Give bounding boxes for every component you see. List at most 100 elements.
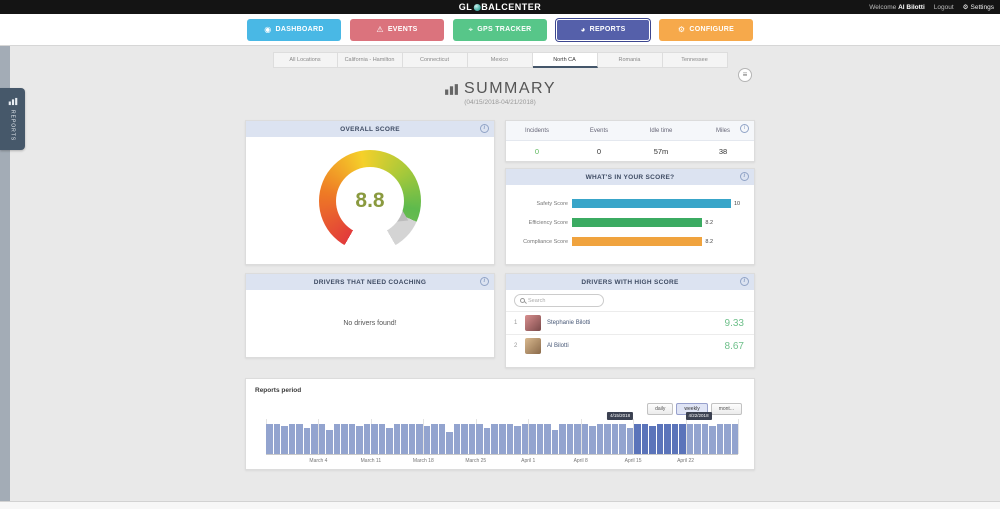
- search-input[interactable]: [528, 297, 598, 304]
- timeline-bar[interactable]: [641, 424, 649, 454]
- search-box[interactable]: [514, 294, 604, 307]
- timeline-bar[interactable]: [724, 424, 731, 454]
- tab-california-hamilton[interactable]: California - Hamilton: [337, 52, 403, 68]
- timeline-bar[interactable]: [363, 424, 371, 454]
- timeline-bar[interactable]: [611, 424, 619, 454]
- period-button-daily[interactable]: daily: [647, 403, 674, 415]
- nav-button-configure[interactable]: ⚙ CONFIGURE: [659, 18, 753, 41]
- nav-button-gps-tracker[interactable]: ⌖ GPS TRACKER: [453, 18, 547, 41]
- timeline-bar[interactable]: [701, 424, 709, 454]
- axis-label: March 11: [360, 458, 382, 464]
- timeline-bar[interactable]: [333, 424, 341, 454]
- timeline-bar[interactable]: [273, 424, 281, 454]
- timeline-bar[interactable]: [318, 424, 326, 454]
- driver-row[interactable]: 1 Stephanie Bilotti 9.33: [506, 311, 754, 334]
- timeline-bar[interactable]: [544, 424, 551, 454]
- timeline-bar[interactable]: [536, 424, 544, 454]
- timeline-bar[interactable]: [491, 424, 498, 454]
- nav-button-dashboard[interactable]: ◉ DASHBOARD: [247, 18, 341, 41]
- nav-button-events[interactable]: ⚠ EVENTS: [350, 18, 444, 41]
- tab-all-locations[interactable]: All Locations: [272, 52, 338, 68]
- timeline-bar[interactable]: [401, 424, 408, 454]
- timeline-bar[interactable]: [634, 424, 641, 454]
- tab-romania[interactable]: Romania: [597, 52, 663, 68]
- logo[interactable]: GL BALCENTER: [459, 0, 542, 14]
- timeline-bar[interactable]: [649, 426, 656, 454]
- timeline-bar[interactable]: [311, 424, 318, 454]
- timeline-bar[interactable]: [416, 424, 423, 454]
- info-icon[interactable]: [480, 124, 489, 133]
- timeline-bar[interactable]: [664, 424, 671, 454]
- timeline-bar[interactable]: [559, 424, 566, 454]
- timeline-bar[interactable]: [378, 424, 386, 454]
- timeline-bar[interactable]: [371, 424, 378, 454]
- nav-buttons: ◉ DASHBOARD ⚠ EVENTS ⌖ GPS TRACKER ◕ REPORTS ⚙ CO…: [0, 14, 1000, 46]
- timeline-bar[interactable]: [656, 424, 664, 454]
- sidebar-reports-tab[interactable]: REPORTS: [0, 88, 25, 150]
- timeline-bar[interactable]: [596, 424, 604, 454]
- chart-menu-icon[interactable]: ≡: [738, 68, 752, 82]
- timeline-bar[interactable]: [694, 424, 701, 454]
- timeline-bar[interactable]: [296, 424, 303, 454]
- timeline-bar[interactable]: [671, 424, 679, 454]
- timeline-bar[interactable]: [589, 426, 596, 454]
- tab-tennessee[interactable]: Tennessee: [662, 52, 728, 68]
- timeline-bar[interactable]: [348, 424, 356, 454]
- timeline-bar[interactable]: [521, 424, 529, 454]
- logo-text-suffix: BALCENTER: [481, 2, 542, 12]
- timeline-bar[interactable]: [408, 424, 416, 454]
- info-icon[interactable]: [480, 277, 489, 286]
- timeline-bar[interactable]: [574, 424, 581, 454]
- timeline-bar[interactable]: [716, 424, 724, 454]
- stat-value: 57m: [653, 146, 669, 156]
- timeline-bar[interactable]: [483, 428, 491, 454]
- timeline-bar[interactable]: [438, 424, 446, 454]
- info-icon[interactable]: [740, 124, 749, 133]
- driver-avatar: [525, 338, 541, 354]
- driver-row[interactable]: 2 Al Bilotti 8.67: [506, 334, 754, 357]
- tab-north-ca[interactable]: North CA: [532, 52, 598, 68]
- timeline-bar[interactable]: [266, 424, 273, 454]
- timeline-bar[interactable]: [461, 424, 468, 454]
- timeline-bar[interactable]: [709, 426, 716, 454]
- timeline-bar[interactable]: [446, 432, 453, 454]
- tab-mexico[interactable]: Mexico: [467, 52, 533, 68]
- period-button-mont[interactable]: mont...: [710, 403, 742, 415]
- timeline-bar[interactable]: [514, 426, 521, 454]
- timeline-bar[interactable]: [551, 430, 559, 454]
- timeline-bar[interactable]: [476, 424, 483, 454]
- timeline-axis: March 4 March 11 March 18 March 25 April 1 Ap…: [266, 458, 738, 466]
- timeline-bar[interactable]: [566, 424, 574, 454]
- info-icon[interactable]: [740, 277, 749, 286]
- timeline-bar[interactable]: [731, 424, 739, 454]
- logout-link[interactable]: Logout: [933, 3, 954, 11]
- date-flag: 4/15/2018: [607, 412, 634, 420]
- timeline-bar[interactable]: [581, 424, 589, 454]
- timeline-bar[interactable]: [341, 424, 348, 454]
- timeline-bar[interactable]: [686, 424, 694, 454]
- coaching-header: DRIVERS THAT NEED COACHING: [246, 274, 494, 290]
- nav-button-reports[interactable]: ◕ REPORTS: [556, 18, 650, 41]
- timeline-bar[interactable]: [386, 428, 393, 454]
- timeline-bar[interactable]: [326, 430, 333, 454]
- timeline-bar[interactable]: [619, 424, 626, 454]
- timeline-bar[interactable]: [626, 428, 634, 454]
- stat-value: 0: [534, 146, 540, 156]
- timeline-bar[interactable]: [423, 426, 431, 454]
- tab-connecticut[interactable]: Connecticut: [402, 52, 468, 68]
- timeline-bar[interactable]: [498, 424, 506, 454]
- timeline-bar[interactable]: [529, 424, 536, 454]
- settings-link[interactable]: ⚙ Settings: [963, 3, 994, 12]
- timeline-bar[interactable]: [506, 424, 514, 454]
- timeline-bar[interactable]: [453, 424, 461, 454]
- timeline-bar[interactable]: [288, 424, 296, 454]
- timeline-bar[interactable]: [281, 426, 288, 454]
- timeline-bar[interactable]: [356, 426, 363, 454]
- timeline-bar[interactable]: [393, 424, 401, 454]
- timeline-bar[interactable]: [604, 424, 611, 454]
- timeline-bar[interactable]: [431, 424, 438, 454]
- timeline-bar[interactable]: [468, 424, 476, 454]
- timeline-bar[interactable]: [303, 428, 311, 454]
- timeline-bar[interactable]: [679, 424, 686, 454]
- info-icon[interactable]: [740, 172, 749, 181]
